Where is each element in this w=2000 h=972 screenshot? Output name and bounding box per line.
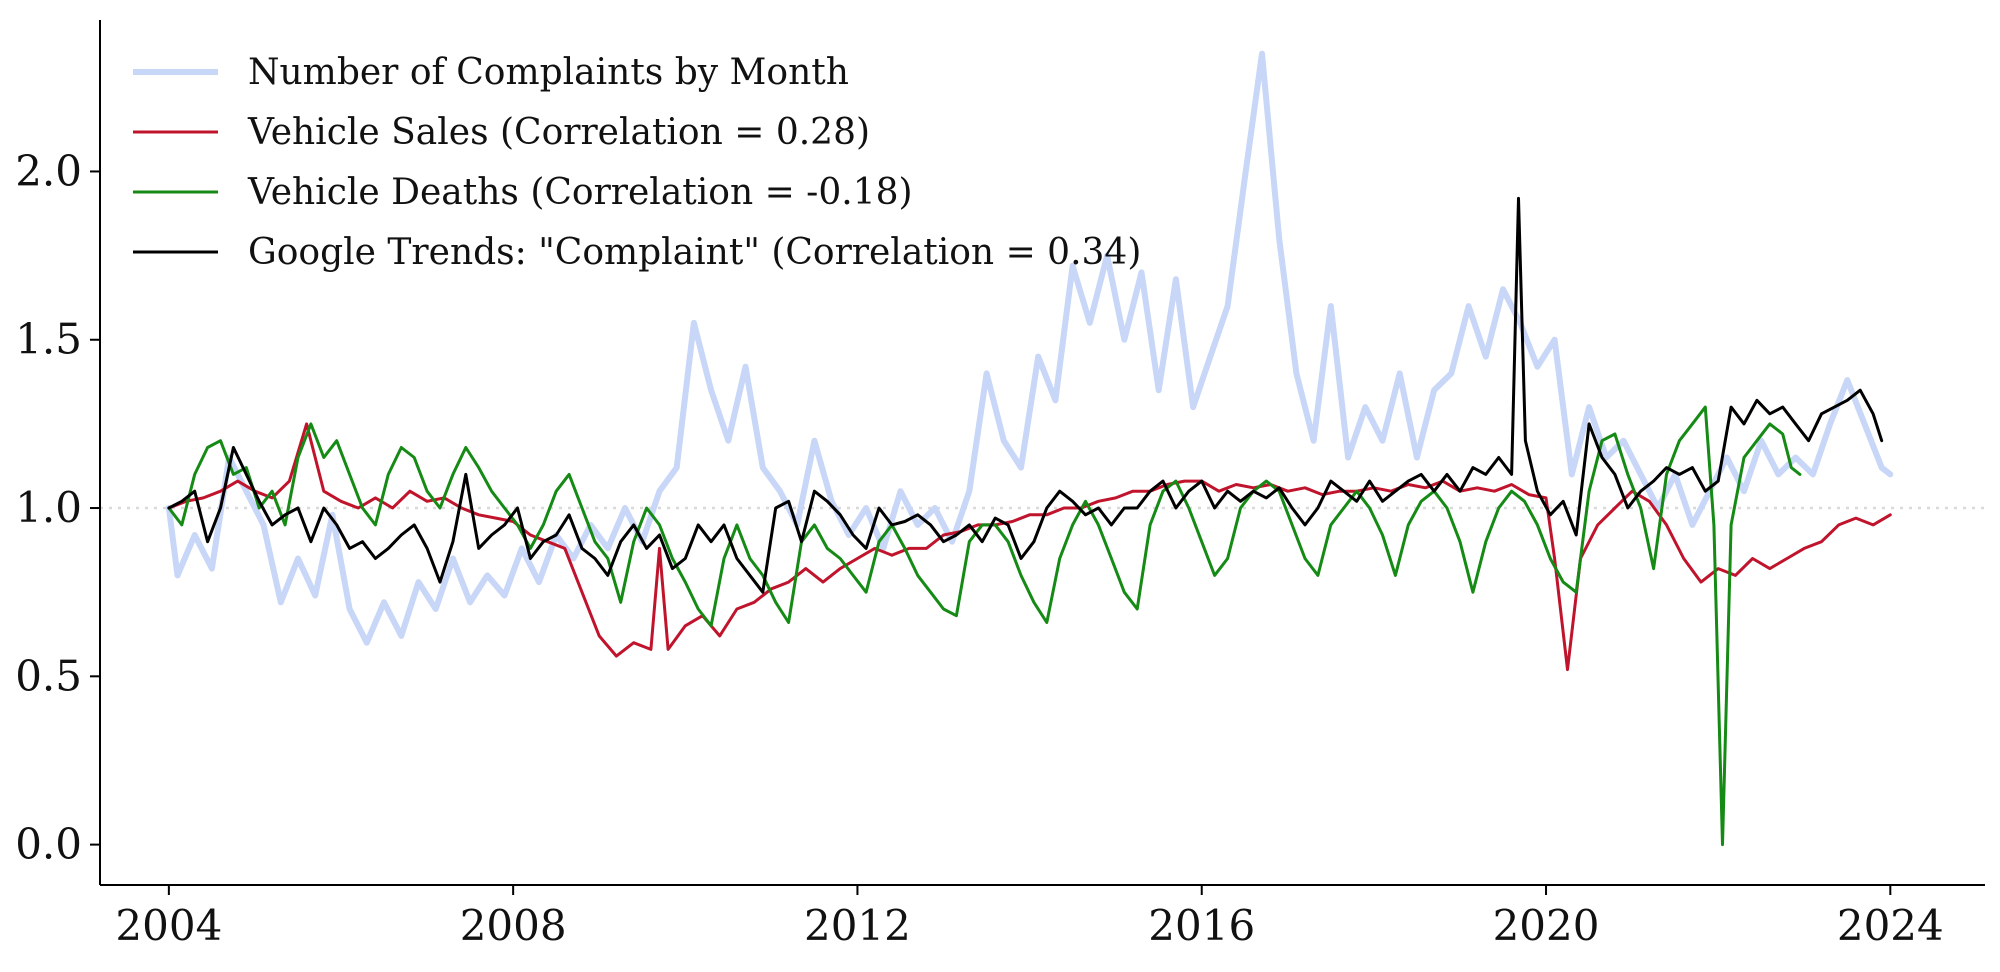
series-line-1 <box>165 50 1894 646</box>
y-tick-label: 0.0 <box>15 820 82 869</box>
series-line-2 <box>167 422 1892 672</box>
series-line-4 <box>167 196 1884 594</box>
series-line-3 <box>167 405 1802 847</box>
axes-layer: 0.0 0.5 1.0 1.5 2.0 2004 2008 2012 2016 2020 2024 <box>15 20 1985 950</box>
series-layer <box>165 50 1894 847</box>
legend-label-3: Vehicle Deaths (Correlation = -0.18) <box>247 172 913 213</box>
legend-label-4: Google Trends: "Complaint" (Correlation … <box>248 232 1141 273</box>
x-tick-label: 2020 <box>1493 901 1600 950</box>
legend-label-1: Number of Complaints by Month <box>248 52 849 93</box>
x-tick-label: 2008 <box>460 901 567 950</box>
y-tick-label: 2.0 <box>15 146 82 195</box>
x-tick-label: 2004 <box>115 901 222 950</box>
legend-label-2: Vehicle Sales (Correlation = 0.28) <box>247 112 870 153</box>
legend: Number of Complaints by Month Vehicle Sal… <box>133 52 1141 273</box>
x-tick-label: 2016 <box>1148 901 1255 950</box>
y-tick-label: 1.5 <box>15 315 82 364</box>
y-tick-label: 1.0 <box>15 483 82 532</box>
x-tick-label: 2012 <box>804 901 911 950</box>
x-tick-label: 2024 <box>1837 901 1944 950</box>
y-tick-label: 0.5 <box>15 651 82 700</box>
